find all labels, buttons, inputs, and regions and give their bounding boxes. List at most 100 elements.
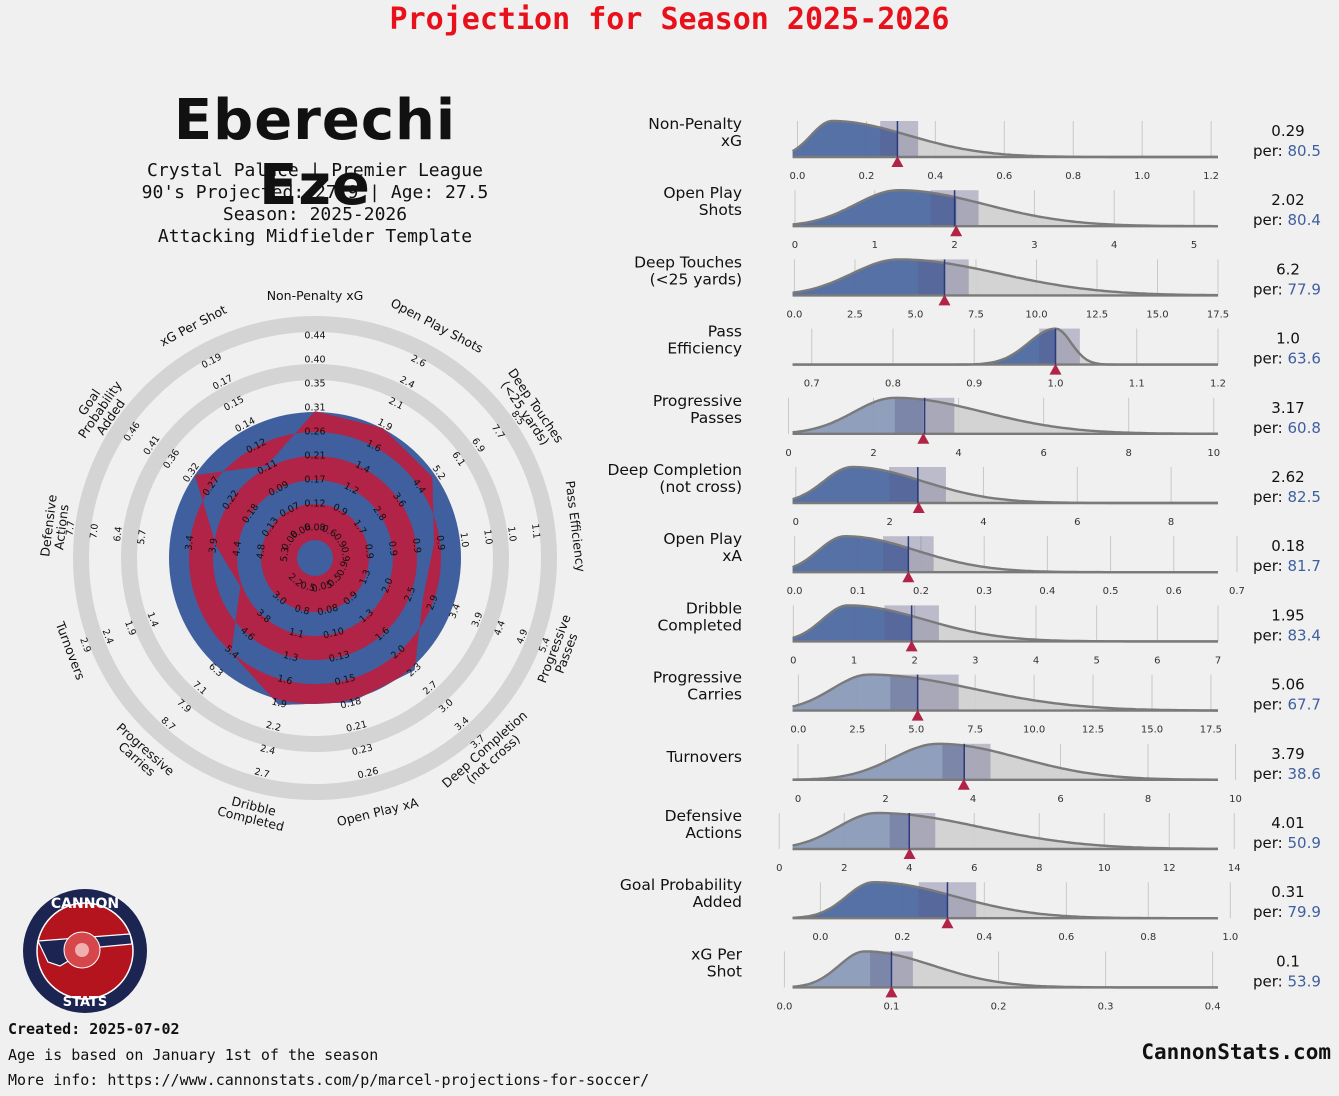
radar-tick-label: 1.4 — [144, 611, 160, 629]
dist-row-label: Turnovers — [665, 748, 742, 766]
radar-tick-label: 1.1 — [529, 523, 542, 539]
dist-tick-label: 0 — [776, 863, 782, 874]
radar-tick-label: 0.40 — [304, 355, 325, 366]
cannon-stats-logo: CANNON STATS — [23, 889, 147, 1013]
dist-tick-label: 0.6 — [1058, 932, 1074, 943]
logo-bottom-text: STATS — [63, 995, 108, 1010]
dist-tick-label: 4 — [906, 863, 912, 874]
dist-row-value: 3.17 — [1271, 399, 1304, 417]
more-info-link[interactable]: More info: https://www.cannonstats.com/p… — [8, 1071, 650, 1089]
radar-tick-label: 5.7 — [136, 529, 149, 545]
dist-tick-label: 6 — [1040, 448, 1046, 459]
radar-axis-label: Open Play xA — [335, 794, 420, 829]
radar-tick-label: 2.9 — [425, 594, 441, 612]
dist-row-label: xG Per Shot — [691, 945, 742, 980]
radar-polygon-bands — [195, 411, 434, 705]
dist-value-marker — [905, 640, 918, 652]
radar-axis-label: Deep Touches(<25 yards) — [495, 365, 567, 453]
dist-interval-band — [889, 813, 936, 849]
team-league-line: Crystal Palace | Premier League — [147, 160, 483, 181]
dist-tick-label: 0.2 — [913, 586, 929, 597]
radar-tick-label: 0.21 — [345, 719, 368, 735]
dist-row-percentile: per: 80.5 — [1253, 142, 1321, 160]
radar-tick-label: 0.05 — [311, 579, 334, 595]
radar-tick-label: 1.3 — [358, 568, 374, 586]
dist-value-marker — [917, 432, 930, 444]
dist-tick-label: 0.0 — [812, 932, 828, 943]
radar-ring-outer-2 — [121, 364, 509, 752]
dist-row: 0 1 2 3 4 5 6 7 Dribble Completed 1.95 per: 83.4 — [657, 599, 1320, 666]
radar-axis-label: DefensiveActions — [40, 493, 72, 559]
radar-tick-label: 1.0 — [458, 532, 471, 548]
dist-value-marker — [902, 571, 915, 583]
radar-tick-label: 0.5 — [299, 580, 316, 594]
dist-tick-label: 2.5 — [847, 309, 863, 320]
dist-tick-label: 0.0 — [776, 1001, 792, 1012]
radar-tick-label: 0.18 — [339, 696, 362, 712]
site-name[interactable]: CannonStats.com — [1141, 1040, 1331, 1064]
radar-chart: 0.08 0.12 0.17 0.21 0.26 0.31 0.35 0.40 0.44 Non-… — [40, 290, 589, 834]
radar-tick-label: 3.4 — [447, 602, 463, 620]
dist-tick-label: 14 — [1228, 863, 1241, 874]
dist-tick-label: 0.7 — [1229, 586, 1245, 597]
dist-tick-label: 5 — [1093, 655, 1099, 666]
dist-row-value: 4.01 — [1271, 814, 1304, 832]
radar-tick-label: 0.17 — [304, 475, 325, 486]
dist-tick-label: 0.6 — [996, 171, 1012, 182]
dist-tick-label: 0 — [795, 794, 801, 805]
dist-tick-label: 0.3 — [1098, 1001, 1114, 1012]
dist-area-full — [792, 813, 1218, 849]
dist-row-value: 1.95 — [1271, 606, 1304, 624]
dist-area-below — [792, 813, 910, 849]
dist-row-percentile: per: 60.8 — [1253, 419, 1321, 437]
dist-tick-label: 0 — [790, 655, 796, 666]
dist-tick-label: 2 — [886, 517, 892, 528]
radar-tick-label: 2.0 — [380, 577, 396, 595]
dist-tick-label: 0.7 — [804, 379, 820, 390]
radar-tick-label: 1.1 — [288, 627, 305, 641]
dist-value-marker — [1049, 363, 1062, 375]
dist-tick-label: 1.2 — [1210, 379, 1226, 390]
dist-tick-label: 15.0 — [1141, 725, 1163, 736]
dist-area-below — [792, 743, 964, 780]
dist-tick-label: 2 — [841, 863, 847, 874]
dist-row-value: 5.06 — [1271, 676, 1304, 694]
dist-area-full — [792, 674, 1218, 711]
radar-tick-label: 7.7 — [64, 520, 77, 536]
dist-tick-label: 10.0 — [1023, 725, 1045, 736]
dist-tick-label: 1.0 — [1134, 171, 1150, 182]
dist-curve — [792, 258, 1219, 297]
dist-tick-label: 0.2 — [894, 932, 910, 943]
radar-tick-label: 0.08 — [304, 523, 325, 534]
radar-axis-label: Non-Penalty xG — [267, 290, 364, 303]
dist-tick-label: 7.5 — [967, 725, 983, 736]
radar-tick-label: 0.9 — [410, 537, 423, 553]
dist-tick-label: 0.0 — [787, 309, 803, 320]
dist-tick-label: 15.0 — [1146, 309, 1168, 320]
dist-value-marker — [950, 225, 963, 237]
dist-tick-label: 0.8 — [1065, 171, 1081, 182]
dist-tick-label: 6 — [1154, 655, 1160, 666]
dist-tick-label: 8 — [1145, 794, 1151, 805]
radar-ring-outer — [73, 316, 557, 800]
radar-tick-label: 0.35 — [304, 379, 325, 390]
dist-row-label: Defensive Actions — [665, 807, 742, 842]
dist-tick-label: 4 — [980, 517, 986, 528]
radar-tick-label: 6.4 — [112, 526, 125, 542]
dist-row: 0 1 2 3 4 5 Open Play Shots 2.02 per: 80.4 — [663, 184, 1321, 251]
dist-value-marker — [957, 778, 970, 790]
dist-area-full — [792, 951, 1218, 988]
dist-tick-label: 2 — [951, 240, 957, 251]
dist-tick-label: 0.8 — [1140, 932, 1156, 943]
dist-value-marker — [891, 156, 904, 167]
dist-tick-label: 8 — [1126, 448, 1132, 459]
chart-title: Projection for Season 2025-2026 — [389, 2, 950, 37]
radar-tick-label: 1.0 — [505, 526, 518, 542]
dist-row-percentile: per: 79.9 — [1253, 903, 1321, 921]
dist-area-below — [792, 882, 948, 919]
radar-band — [297, 540, 333, 576]
dist-row-label: Goal Probability Added — [620, 876, 742, 911]
dist-row-label: Progressive Passes — [653, 392, 742, 427]
radar-tick-label: 0.23 — [351, 742, 374, 758]
dist-row: 0 2 4 6 8 10 Progressive Passes 3.17 per: 60.8 — [653, 392, 1321, 459]
